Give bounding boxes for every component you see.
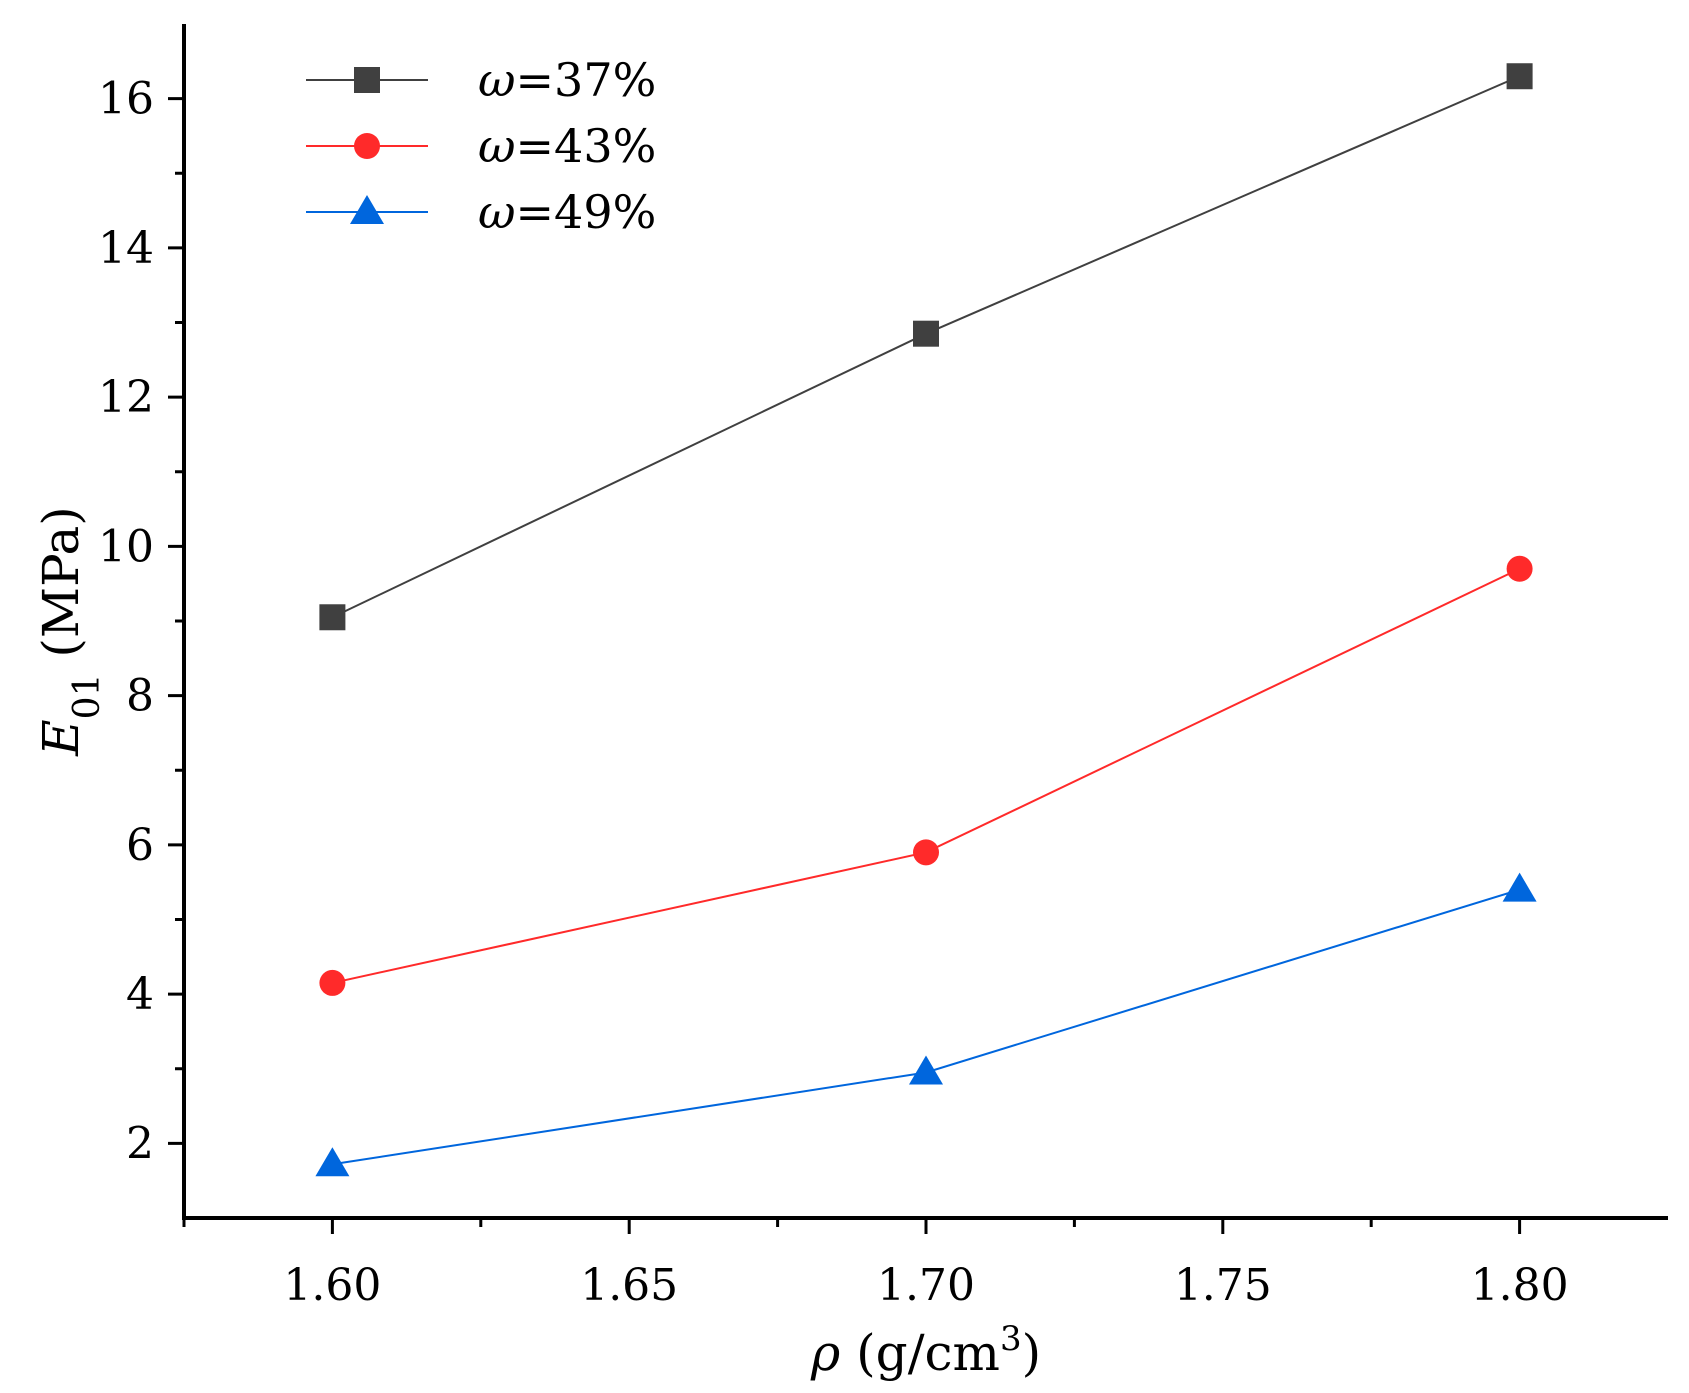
y-tick-label: 12 xyxy=(98,372,154,423)
legend-marker xyxy=(354,67,380,93)
x-tick-label: 1.75 xyxy=(1174,1260,1272,1311)
series-line xyxy=(332,567,1521,984)
data-point xyxy=(319,604,346,631)
x-tick-label: 1.60 xyxy=(283,1260,381,1311)
legend-symbol: ω xyxy=(478,119,516,173)
legend-label: ω=43% xyxy=(478,119,656,173)
y-tick-label: 4 xyxy=(126,969,154,1020)
x-ticks: 1.60 1.65 1.70 1.75 1.80 xyxy=(182,1218,1569,1311)
x-tick-label: 1.70 xyxy=(877,1260,975,1311)
data-point xyxy=(1506,555,1533,582)
data-point xyxy=(319,969,346,996)
x-tick-label: 1.65 xyxy=(580,1260,678,1311)
x-axis-unit-close: ) xyxy=(1022,1324,1042,1382)
x-axis-unit-open: (g/cm xyxy=(840,1324,1000,1382)
legend-label: ω=37% xyxy=(478,53,656,107)
y-tick-label: 6 xyxy=(126,820,154,871)
series-1 xyxy=(319,63,1533,631)
legend-symbol: ω xyxy=(478,53,516,107)
x-axis-title: ρ (g/cm3) xyxy=(810,1319,1041,1382)
series-group xyxy=(315,63,1537,1177)
data-point xyxy=(909,1055,943,1085)
legend-text: =43% xyxy=(516,119,657,173)
y-tick-label: 16 xyxy=(98,74,154,125)
legend-label: ω=49% xyxy=(478,185,656,239)
y-axis-unit: (MPa) xyxy=(32,506,90,673)
axes xyxy=(182,24,1668,1220)
legend-marker xyxy=(350,195,384,224)
y-tick-label: 2 xyxy=(126,1118,154,1169)
x-axis-unit-sup: 3 xyxy=(1000,1319,1022,1359)
legend-marker xyxy=(354,133,380,159)
x-axis-symbol: ρ xyxy=(810,1324,841,1382)
legend-text: =37% xyxy=(516,53,657,107)
y-axis-subscript: 01 xyxy=(67,674,108,720)
data-point xyxy=(913,839,939,866)
legend: ω=37%ω=43%ω=49% xyxy=(306,53,656,239)
data-point xyxy=(1506,63,1533,90)
x-tick-label: 1.80 xyxy=(1471,1260,1569,1311)
y-axis-title: E01 (MPa) xyxy=(32,506,108,757)
data-point xyxy=(1502,872,1537,902)
legend-text: =49% xyxy=(516,185,657,239)
series-2 xyxy=(319,555,1533,996)
y-tick-label: 8 xyxy=(126,671,154,722)
series-3 xyxy=(315,872,1537,1177)
y-axis-symbol: E xyxy=(32,719,90,757)
data-point xyxy=(913,320,939,347)
data-point xyxy=(315,1147,350,1177)
y-ticks: 2 4 6 8 10 12 14 16 xyxy=(98,74,184,1169)
series-line xyxy=(332,888,1520,1166)
legend-symbol: ω xyxy=(478,185,516,239)
y-tick-label: 10 xyxy=(98,521,154,572)
y-tick-label: 14 xyxy=(98,223,154,274)
